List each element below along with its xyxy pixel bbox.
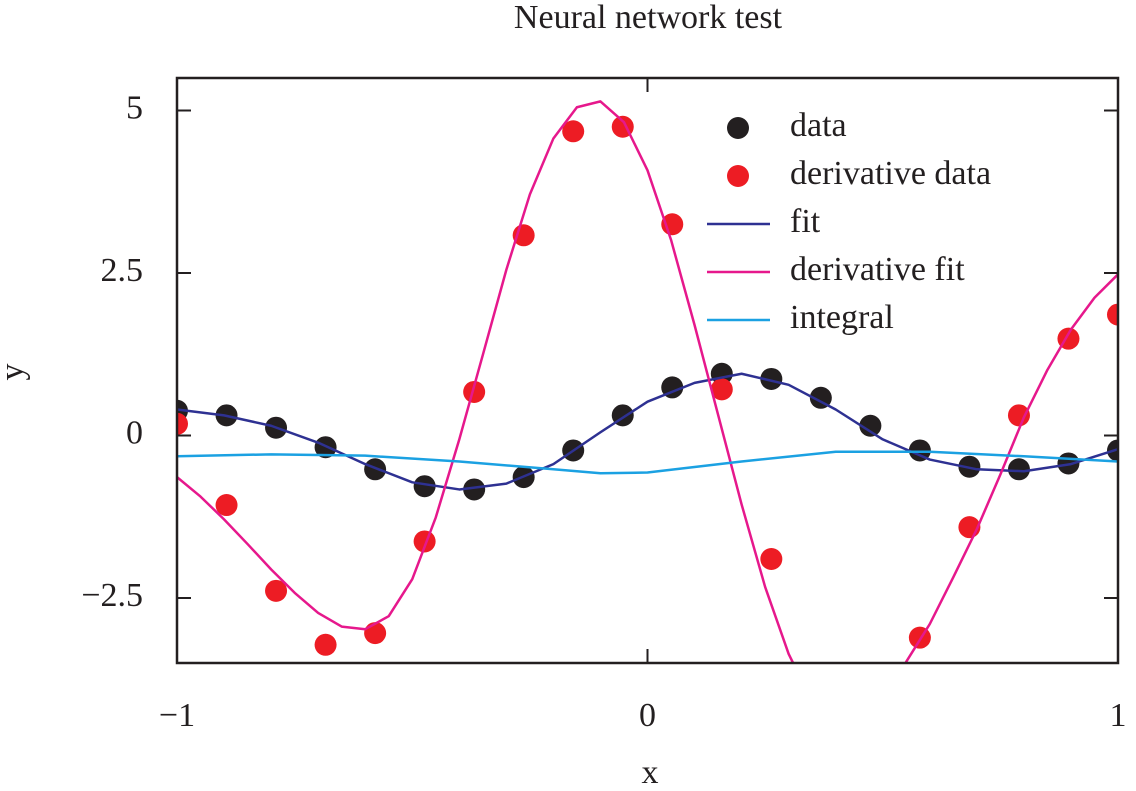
y-tick-label: 5 xyxy=(126,89,143,126)
legend-label: fit xyxy=(790,203,821,240)
y-tick-label: 2.5 xyxy=(101,252,144,289)
data-point xyxy=(760,548,783,570)
y-tick-label: −2.5 xyxy=(81,577,143,614)
data-point xyxy=(364,458,387,481)
legend-label: data xyxy=(790,107,847,144)
data-point xyxy=(413,530,436,553)
data-point xyxy=(463,380,486,403)
data-point xyxy=(562,120,585,143)
chart-title: Neural network test xyxy=(514,0,783,36)
data-point xyxy=(265,579,288,602)
data-point xyxy=(1007,404,1030,427)
series-line xyxy=(177,100,1118,663)
data-point xyxy=(413,475,436,498)
series-line xyxy=(177,450,1118,475)
x-axis-label: x xyxy=(642,754,659,791)
data-point xyxy=(314,633,337,656)
data-point xyxy=(859,414,882,437)
legend-label: derivative fit xyxy=(790,251,965,288)
legend-marker xyxy=(727,117,749,139)
data-point xyxy=(760,367,783,390)
data-point xyxy=(1007,458,1030,481)
data-point xyxy=(215,494,238,517)
data-point xyxy=(710,378,733,401)
data-point xyxy=(364,622,387,645)
x-tick-label: 0 xyxy=(639,697,656,734)
x-tick-label: 1 xyxy=(1110,697,1127,734)
x-tick-label: −1 xyxy=(159,697,195,734)
data-point xyxy=(177,412,188,435)
data-point xyxy=(908,439,931,462)
legend-marker xyxy=(727,165,749,187)
series-line xyxy=(177,372,1118,491)
y-axis-label: y xyxy=(0,364,31,381)
data-point xyxy=(463,478,486,501)
plot-area xyxy=(177,100,1118,663)
legend-label: integral xyxy=(790,299,894,336)
legend-label: derivative data xyxy=(790,155,991,192)
data-point xyxy=(1107,303,1118,326)
y-tick-label: 0 xyxy=(126,414,143,451)
